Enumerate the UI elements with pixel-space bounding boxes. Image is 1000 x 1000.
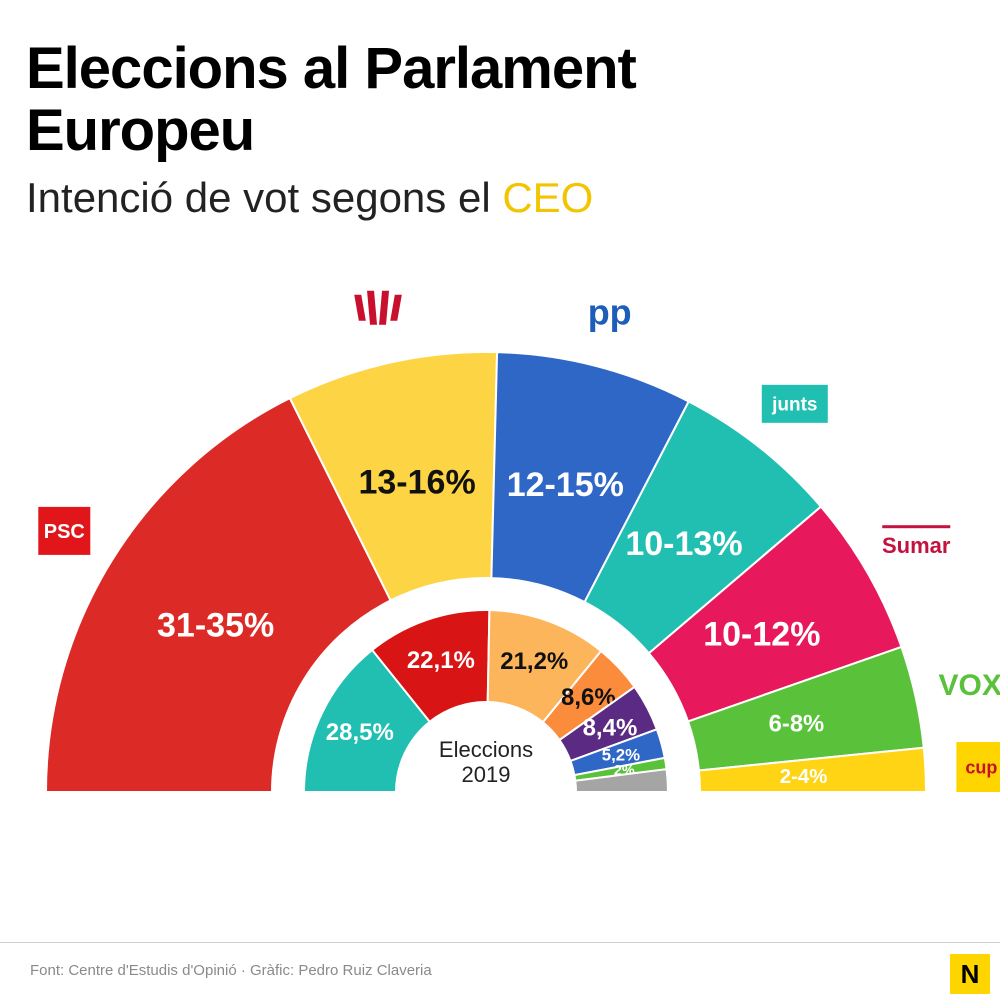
sumar-logo-text: Sumar [882, 533, 951, 558]
erc-logo-icon [354, 290, 402, 325]
cup-logo-icon: cup [956, 742, 1000, 793]
pp-logo-text: pp [588, 291, 632, 332]
center-label-line2: 2019 [462, 762, 511, 787]
sumar-logo-icon: Sumar [882, 525, 951, 558]
junts-logo-text: junts [771, 394, 817, 415]
inner-label: 8,4% [583, 714, 638, 741]
inner-label: 28,5% [326, 719, 394, 746]
outer-label: 10-12% [703, 616, 820, 654]
outer-label: 10-13% [625, 525, 742, 563]
party-logos: PSC pp junts Sumar VOX cup [38, 290, 1000, 793]
source-credit: Font: Centre d'Estudis d'Opinió · Gràfic… [30, 962, 432, 979]
inner-ring: 28,5%22,1% 21,2%8,6%8,4%5,2%2% [302, 609, 670, 793]
chart-title: Eleccions al Parlament Europeu [26, 36, 637, 163]
inner-slice-7 [574, 768, 670, 793]
vox-logo-icon: VOX [939, 669, 1000, 702]
center-label-line1: Eleccions [439, 737, 533, 762]
outer-slice-cup [697, 746, 928, 793]
psc-logo-icon: PSC [38, 506, 91, 555]
subtitle-prefix: Intenció de vot segons el [26, 174, 491, 221]
footer-divider [0, 942, 1000, 943]
inner-label: 5,2% [602, 746, 640, 765]
outer-label: 2-4% [780, 766, 828, 788]
vox-logo-text: VOX [939, 669, 1000, 702]
brand-logo: N [950, 954, 990, 994]
outer-label: 13-16% [358, 463, 475, 501]
outer-label: 31-35% [157, 606, 274, 644]
pp-logo-icon: pp [588, 291, 632, 332]
inner-label: 22,1% [407, 647, 475, 674]
inner-label: 21,2% [500, 648, 568, 675]
psc-logo-text: PSC [44, 521, 85, 543]
junts-logo-icon: junts [761, 384, 828, 423]
chart-subtitle: Intenció de vot segons el CEO [26, 174, 593, 222]
outer-label: 12-15% [507, 466, 624, 504]
cup-logo-text: cup [965, 757, 997, 777]
outer-label: 6-8% [769, 710, 825, 737]
outer-slice-psc [44, 396, 392, 793]
subtitle-highlight: CEO [502, 174, 594, 221]
outer-ring: 31-35% 13-16% 12-15%10-13% 10-12% 6-8% 2-4% [44, 351, 928, 793]
